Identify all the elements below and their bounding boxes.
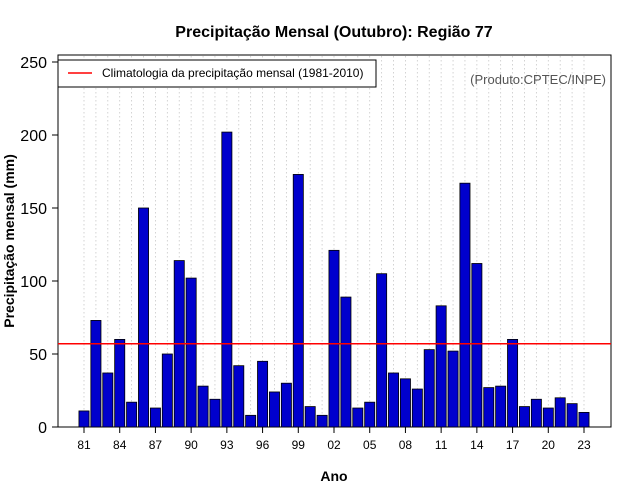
x-tick-label: 99 bbox=[292, 438, 306, 452]
bar-21 bbox=[554, 397, 566, 428]
y-tick-label: 0 bbox=[38, 420, 47, 437]
x-tick-label: 02 bbox=[327, 438, 341, 452]
bar-99 bbox=[292, 174, 304, 428]
bar-05 bbox=[364, 401, 376, 428]
bar-96 bbox=[257, 360, 269, 428]
bar-93 bbox=[221, 131, 233, 428]
y-axis: 0 50 100 150 200 250 bbox=[20, 55, 58, 437]
bar-98 bbox=[280, 382, 292, 428]
bar-13 bbox=[459, 182, 471, 428]
x-tick-label: 23 bbox=[577, 438, 591, 452]
x-tick-label: 93 bbox=[220, 438, 234, 452]
bar-20 bbox=[542, 407, 554, 428]
bar-16 bbox=[495, 385, 507, 428]
bar-07 bbox=[388, 372, 399, 428]
chart-title: Precipitação Mensal (Outubro): Região 77 bbox=[175, 24, 493, 41]
x-tick-label: 14 bbox=[470, 438, 484, 452]
y-tick-label: 250 bbox=[20, 55, 47, 72]
x-tick-label: 90 bbox=[184, 438, 198, 452]
x-tick-label: 08 bbox=[399, 438, 413, 452]
bar-23 bbox=[578, 411, 590, 428]
x-tick-label: 84 bbox=[113, 438, 127, 452]
bar-87 bbox=[149, 407, 161, 428]
bar-86 bbox=[138, 207, 149, 428]
x-tick-label: 96 bbox=[256, 438, 270, 452]
credit-annotation: (Produto:CPTEC/INPE) bbox=[470, 72, 606, 87]
bar-88 bbox=[161, 353, 173, 428]
bar-12 bbox=[447, 350, 459, 428]
x-tick-label: 05 bbox=[363, 438, 377, 452]
legend-box bbox=[57, 59, 377, 88]
bar-00 bbox=[304, 406, 316, 428]
x-axis: 81 84 87 90 93 96 99 02 05 08 11 14 17 20 23 bbox=[77, 427, 591, 452]
bar-14 bbox=[471, 263, 483, 428]
bar-95 bbox=[245, 414, 257, 428]
bar-92 bbox=[209, 398, 221, 428]
x-tick-label: 17 bbox=[506, 438, 520, 452]
bar-06 bbox=[376, 273, 388, 428]
bar-97 bbox=[269, 391, 280, 428]
legend: Climatologia da precipitação mensal (198… bbox=[57, 59, 377, 88]
bar-22 bbox=[566, 403, 578, 428]
bar-01 bbox=[316, 414, 328, 428]
bar-82 bbox=[90, 320, 102, 428]
bar-19 bbox=[530, 398, 542, 428]
x-tick-label: 81 bbox=[77, 438, 91, 452]
bar-15 bbox=[483, 387, 495, 428]
bar-08 bbox=[399, 378, 411, 428]
y-axis-label: Precipitação mensal (mm) bbox=[1, 154, 17, 328]
bar-04 bbox=[352, 407, 364, 428]
bar-03 bbox=[340, 296, 352, 428]
bar-02 bbox=[328, 249, 340, 428]
bar-85 bbox=[126, 401, 138, 428]
bar-84 bbox=[114, 338, 126, 428]
bar-10 bbox=[423, 349, 435, 428]
x-tick-label: 87 bbox=[149, 438, 163, 452]
y-tick-label: 150 bbox=[20, 201, 47, 218]
legend-label: Climatologia da precipitação mensal (198… bbox=[102, 66, 363, 80]
y-tick-label: 50 bbox=[29, 347, 47, 364]
x-tick-label: 20 bbox=[542, 438, 556, 452]
bar-83 bbox=[102, 372, 114, 428]
bar-09 bbox=[411, 388, 423, 428]
x-tick-label: 11 bbox=[435, 438, 448, 452]
bar-18 bbox=[519, 406, 530, 428]
y-tick-label: 100 bbox=[20, 274, 47, 291]
bar-94 bbox=[233, 365, 245, 428]
bar-81 bbox=[78, 410, 90, 428]
bars-group bbox=[78, 131, 590, 428]
x-axis-label: Ano bbox=[320, 468, 347, 484]
y-tick-label: 200 bbox=[20, 128, 47, 145]
bar-17 bbox=[507, 338, 519, 428]
bar-11 bbox=[435, 305, 447, 428]
bar-91 bbox=[197, 385, 209, 428]
bar-90 bbox=[185, 277, 197, 428]
